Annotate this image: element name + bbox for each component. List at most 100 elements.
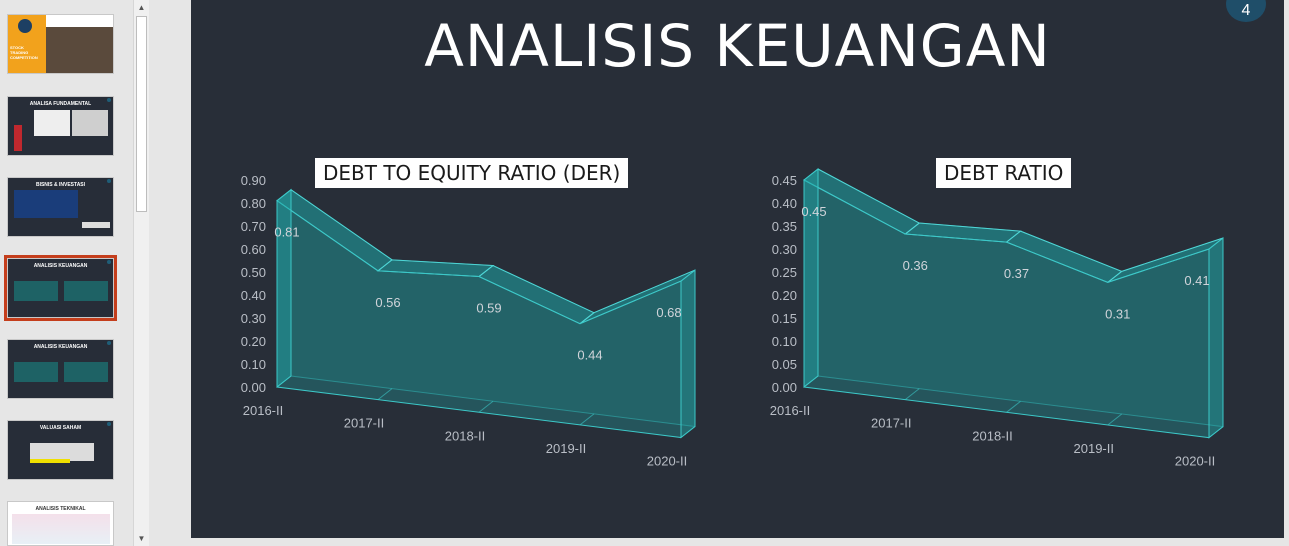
y-tick-label: 0.25 [772, 265, 797, 280]
y-tick-label: 0.20 [772, 288, 797, 303]
area-right-cap [680, 269, 696, 439]
y-tick-label: 0.00 [772, 380, 797, 395]
thumbnail-title: ANALISIS KEUANGAN [33, 263, 88, 269]
y-tick-label: 0.35 [772, 219, 797, 234]
x-tick-mark [579, 413, 595, 426]
y-tick-label: 0.70 [241, 219, 266, 234]
thumbnail-caption [82, 222, 110, 228]
x-tick-label: 2017-II [344, 416, 384, 431]
thumbnail-title: ANALISIS KEUANGAN [33, 344, 88, 350]
y-tick-label: 0.00 [241, 380, 266, 395]
thumbnail-title: BISNIS & INVESTASI [35, 182, 86, 188]
slide-title[interactable]: ANALISIS KEUANGAN [424, 12, 1051, 80]
x-tick-label: 2017-II [871, 416, 911, 431]
thumbnail-chart-left [14, 281, 58, 301]
y-tick-label: 0.30 [772, 242, 797, 257]
data-label: 0.45 [801, 204, 826, 219]
area-right-cap [1208, 236, 1224, 439]
slide-thumbnail-5[interactable]: ANALISIS KEUANGAN [7, 339, 114, 399]
x-tick-mark [803, 375, 819, 388]
y-tick-label: 0.60 [241, 242, 266, 257]
page-number-icon [107, 341, 111, 345]
y-tick-label: 0.80 [241, 196, 266, 211]
debt-ratio-chart[interactable]: 0.00 0.05 0.10 0.15 0.20 0.25 0.30 0.35 0.40 0.45… [770, 167, 1224, 469]
data-label: 0.68 [656, 305, 681, 320]
slide-thumbnail-7[interactable]: ANALISIS TEKNIKAL [7, 501, 114, 546]
page-number-badge: 4 [1226, 0, 1266, 22]
x-tick-label: 2020-II [1175, 454, 1215, 469]
data-label: 0.44 [577, 348, 602, 363]
thumbnail-chart-left [14, 362, 58, 382]
x-tick-label: 2019-II [546, 441, 586, 456]
x-tick-label: 2016-II [243, 403, 283, 418]
data-label: 0.81 [274, 225, 299, 240]
thumbnail-scrollbar[interactable]: ▲ ▼ [133, 0, 149, 546]
x-tick-label: 2016-II [770, 403, 810, 418]
thumbnail-chart-right [64, 281, 108, 301]
x-tick-label: 2018-II [972, 428, 1012, 443]
y-tick-label: 0.40 [241, 288, 266, 303]
y-tick-label: 0.45 [772, 173, 797, 188]
x-tick-mark [1107, 413, 1123, 426]
y-tick-label: 0.05 [772, 357, 797, 372]
scrollbar-thumb[interactable] [136, 16, 147, 212]
thumbnail-title: STOCK TRADING COMPETITION [10, 45, 38, 60]
thumbnail-table [30, 443, 94, 461]
y-tick-label: 0.50 [241, 265, 266, 280]
slide-thumbnail-6[interactable]: VALUASI SAHAM [7, 420, 114, 480]
charts-svg: 0.00 0.10 0.20 0.30 0.40 0.50 0.60 0.70 0.80 0.90… [241, 167, 1224, 469]
scroll-down-arrow-icon[interactable]: ▼ [137, 534, 146, 543]
debt-ratio-chart-title[interactable]: DEBT RATIO [936, 158, 1072, 188]
x-tick-mark [904, 388, 920, 401]
slide-thumbnail-2[interactable]: ANALISA FUNDAMENTAL [7, 96, 114, 156]
x-tick-mark [1006, 400, 1021, 413]
area-left-cap [276, 188, 292, 389]
area-series[interactable] [803, 179, 1210, 439]
thumbnail-price-chart [12, 514, 110, 544]
thumbnail-text-block [72, 110, 108, 136]
thumbnail-board [34, 110, 70, 136]
x-tick-mark [478, 400, 494, 413]
data-label: 0.41 [1184, 273, 1209, 288]
y-tick-label: 0.90 [241, 173, 266, 188]
area-series[interactable] [276, 199, 682, 439]
der-chart[interactable]: 0.00 0.10 0.20 0.30 0.40 0.50 0.60 0.70 0.80 0.90… [241, 173, 696, 469]
thumbnail-highlight [30, 459, 70, 463]
data-label: 0.36 [903, 258, 928, 273]
x-tick-mark [1208, 426, 1224, 439]
slide-thumbnail-4[interactable]: ANALISIS KEUANGAN [4, 255, 117, 321]
area-left-cap [803, 167, 819, 389]
thumbnail-title: ANALISA FUNDAMENTAL [29, 101, 92, 107]
thumbnail-table [14, 190, 78, 218]
y-tick-label: 0.20 [241, 334, 266, 349]
data-label: 0.31 [1105, 306, 1130, 321]
y-tick-label: 0.10 [241, 357, 266, 372]
x-tick-mark [377, 388, 393, 401]
y-tick-label: 0.10 [772, 334, 797, 349]
data-label: 0.37 [1004, 266, 1029, 281]
slide-thumbnail-pane: STOCK TRADING COMPETITION ANALISA FUNDAM… [0, 0, 133, 546]
der-chart-title[interactable]: DEBT TO EQUITY RATIO (DER) [315, 158, 629, 188]
scroll-up-arrow-icon[interactable]: ▲ [137, 3, 146, 12]
slide-canvas[interactable]: ANALISIS KEUANGAN 4 DEBT TO EQUITY RATIO… [191, 0, 1284, 538]
slide-thumbnail-3[interactable]: BISNIS & INVESTASI [7, 177, 114, 237]
page-number-icon [107, 179, 111, 183]
thumbnail-chart-right [64, 362, 108, 382]
page-number-icon [107, 422, 111, 426]
thumbnail-photo [46, 27, 113, 73]
y-tick-label: 0.40 [772, 196, 797, 211]
x-tick-label: 2018-II [445, 428, 485, 443]
slide-thumbnail-1[interactable]: STOCK TRADING COMPETITION [7, 14, 114, 74]
x-tick-label: 2019-II [1074, 441, 1114, 456]
data-label: 0.56 [375, 295, 400, 310]
page-number-icon [107, 260, 111, 264]
thumbnail-title: VALUASI SAHAM [39, 425, 82, 431]
logo-icon [18, 19, 32, 33]
x-tick-mark [276, 375, 292, 388]
page-number-icon [107, 98, 111, 102]
y-tick-label: 0.30 [241, 311, 266, 326]
thumbnail-title: ANALISIS TEKNIKAL [35, 506, 86, 512]
presenter-icon [14, 125, 22, 151]
y-tick-label: 0.15 [772, 311, 797, 326]
x-tick-label: 2020-II [647, 454, 687, 469]
